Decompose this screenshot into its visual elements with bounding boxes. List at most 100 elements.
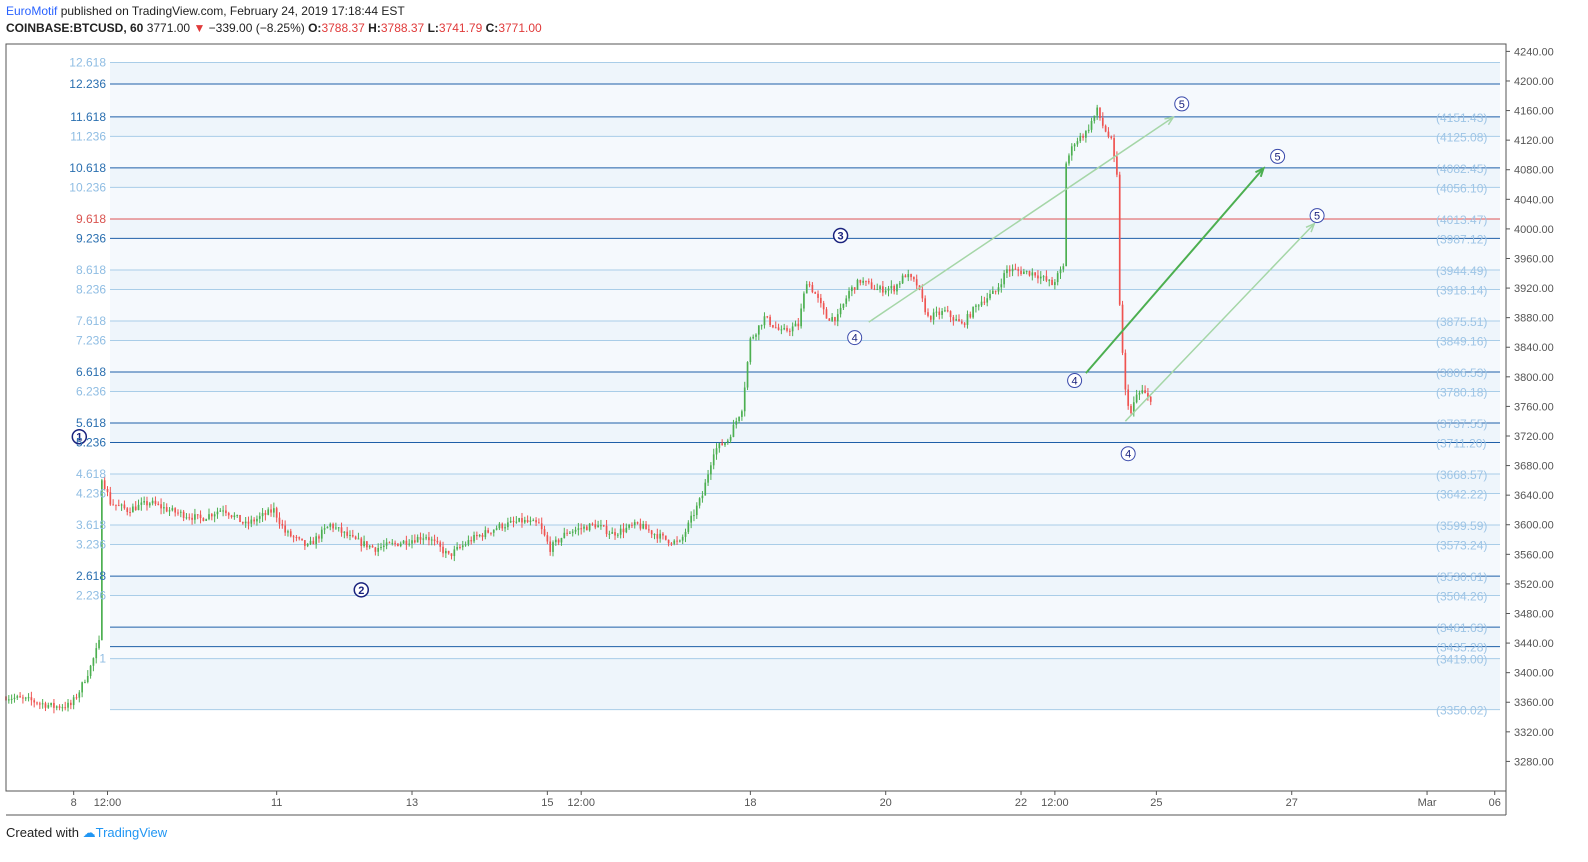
candle-body	[132, 506, 134, 513]
x-axis-tick-label: 20	[880, 797, 892, 809]
candle-body	[433, 539, 436, 541]
projection-arrow[interactable]	[1085, 167, 1265, 374]
candle-body	[411, 540, 413, 544]
candle-body	[309, 540, 312, 544]
elliott-wave-label: 5	[1179, 99, 1185, 111]
fib-price-label: (3918.14)	[1436, 283, 1487, 297]
candle-body	[55, 706, 58, 708]
candle-body	[450, 553, 453, 557]
candle-body	[543, 529, 546, 536]
elliott-wave-marker[interactable]	[1270, 148, 1286, 164]
candle-body	[676, 540, 678, 542]
candle-body	[679, 540, 681, 542]
candle-body	[109, 492, 112, 505]
fib-ratio-label: 5.618	[76, 416, 106, 430]
candle-body	[267, 509, 270, 515]
candle-body	[492, 529, 495, 533]
candle-body	[991, 290, 994, 294]
elliott-wave-marker[interactable]	[1120, 446, 1136, 462]
candle-body	[715, 448, 718, 455]
fib-price-label: (3668.57)	[1436, 468, 1487, 482]
fib-band	[110, 391, 1500, 424]
candle-body	[574, 529, 577, 532]
elliott-wave-marker[interactable]	[1174, 96, 1190, 112]
projection-arrow-head	[1254, 166, 1266, 178]
candle-body	[602, 525, 605, 527]
candle-body	[839, 307, 842, 315]
candle-body	[882, 286, 884, 293]
tradingview-brand[interactable]: TradingView	[95, 825, 168, 840]
candle-body	[278, 517, 281, 524]
fib-ratio-label: 8.618	[76, 263, 106, 277]
candle-body	[205, 519, 208, 521]
y-axis-tick-label: 3560.00	[1514, 549, 1554, 561]
candle-body	[924, 298, 927, 313]
candle-body	[490, 532, 492, 534]
candle-body	[53, 702, 55, 708]
candle-body	[160, 504, 162, 509]
candle-body	[538, 522, 540, 524]
projection-arrow[interactable]	[1124, 223, 1315, 422]
candle-body	[1113, 138, 1115, 157]
candle-body	[560, 538, 563, 543]
candle-body	[182, 511, 185, 518]
fib-price-label: (3806.53)	[1436, 366, 1487, 380]
fib-ratio-label: 2.618	[76, 569, 106, 583]
candle-body	[639, 523, 642, 529]
elliott-wave-marker[interactable]	[1309, 208, 1325, 224]
candle-body	[1107, 131, 1110, 137]
candle-body	[977, 305, 980, 307]
fib-band	[110, 320, 1500, 341]
candle-body	[690, 515, 692, 523]
x-axis-tick-label: 12:00	[567, 797, 595, 809]
x-axis-tick-label: 18	[744, 797, 756, 809]
candle-body	[210, 514, 213, 517]
fib-band	[110, 371, 1500, 392]
candle-body	[540, 523, 543, 530]
candle-body	[230, 515, 233, 518]
candle-body	[394, 542, 396, 544]
open-label: O:	[308, 21, 322, 35]
candle-body	[893, 285, 896, 292]
projection-arrow[interactable]	[868, 116, 1174, 323]
footer-credit: Created with ☁TradingView	[6, 825, 167, 841]
candle-body	[724, 442, 726, 446]
candle-body	[382, 545, 385, 548]
fib-band	[110, 525, 1500, 545]
elliott-wave-marker[interactable]	[1067, 373, 1083, 389]
candle-body	[137, 504, 140, 511]
elliott-wave-marker[interactable]	[353, 582, 370, 598]
candle-body	[481, 535, 484, 538]
elliott-wave-marker[interactable]	[71, 428, 88, 445]
candle-body	[1130, 405, 1132, 413]
elliott-wave-marker[interactable]	[847, 330, 863, 346]
candle-body	[1144, 390, 1146, 394]
candle-body	[616, 534, 619, 536]
candle-body	[478, 535, 481, 537]
candle-body	[408, 543, 411, 545]
elliott-wave-marker[interactable]	[832, 227, 849, 244]
candle-body	[1034, 272, 1036, 276]
fib-ratio-label: 10.618	[69, 161, 106, 175]
elliott-wave-label: 4	[1125, 449, 1131, 461]
candle-body	[729, 436, 732, 441]
candle-body	[38, 703, 41, 705]
tradingview-logo-icon[interactable]: ☁	[82, 825, 96, 840]
fib-band	[110, 62, 1500, 84]
created-with-text: Created with	[6, 825, 79, 840]
x-axis-tick-label: 25	[1150, 797, 1162, 809]
candle-body	[1011, 268, 1014, 272]
fib-band	[110, 658, 1500, 710]
fib-ratio-label: 3.618	[76, 518, 106, 532]
candle-body	[633, 522, 636, 526]
candle-body	[800, 308, 802, 327]
author-link[interactable]: EuroMotif	[6, 4, 58, 18]
candle-body	[628, 524, 630, 528]
candle-body	[718, 443, 721, 449]
candle-body	[123, 504, 126, 509]
fib-ratio-label: 1	[99, 652, 106, 666]
fib-ratio-label: 12.618	[69, 55, 106, 69]
y-axis-tick-label: 4240.00	[1514, 46, 1554, 58]
x-axis-tick-label: 8	[71, 797, 77, 809]
